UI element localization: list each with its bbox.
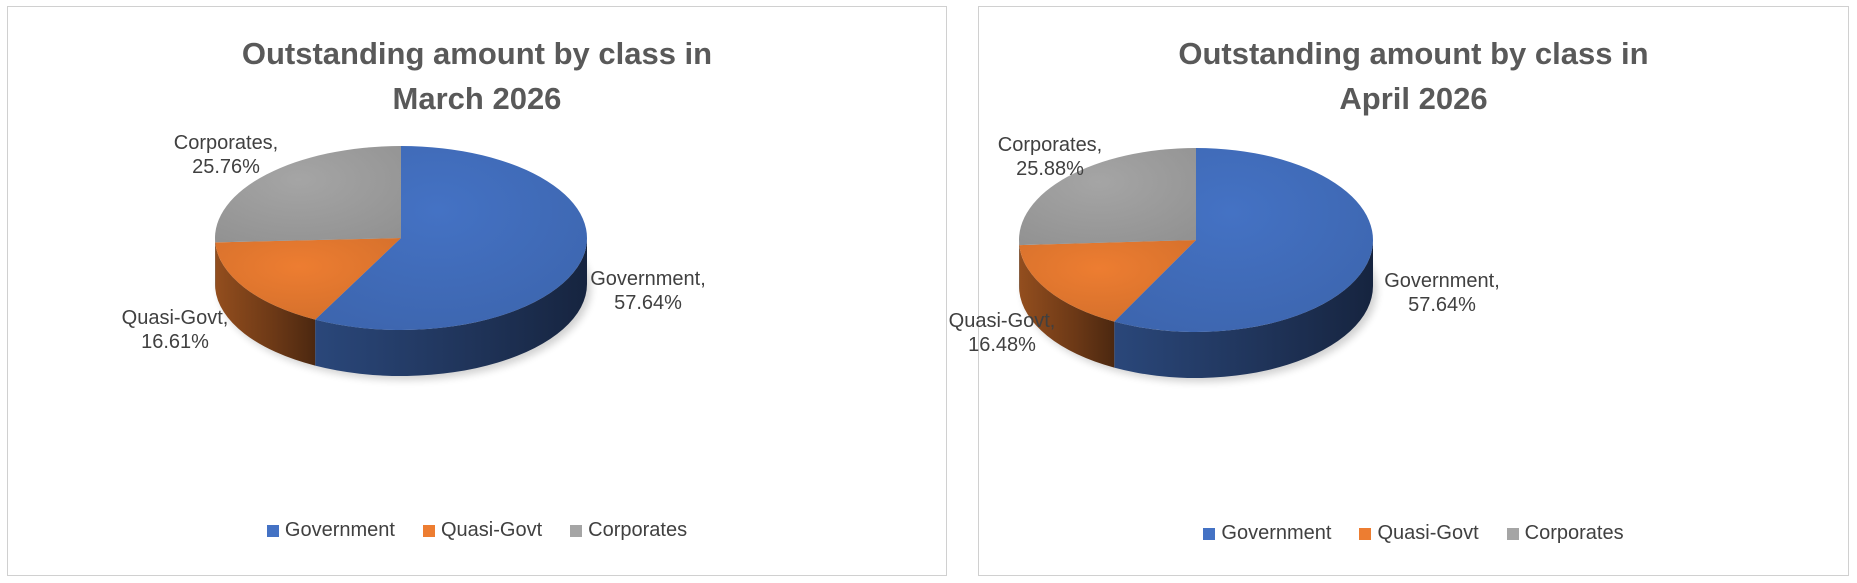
pie-slice-corporates: [214, 146, 401, 243]
data-label-corporates: Corporates, 25.88%: [998, 134, 1103, 180]
legend-swatch-quasi-govt: [422, 524, 435, 537]
legend-swatch-government: [266, 524, 279, 537]
data-label-government: Government, 57.64%: [1384, 270, 1500, 316]
pie-slice-quasi-govt: [215, 238, 401, 320]
legend-item-corporates: Corporates: [1506, 522, 1624, 545]
legend-item-corporates: Corporates: [570, 519, 687, 542]
legend-swatch-corporates: [570, 524, 583, 537]
data-label-corporates: Corporates, 25.76%: [174, 132, 279, 178]
chart-panel-march: Outstanding amount by class in March 202…: [7, 6, 947, 576]
legend-swatch-quasi-govt: [1359, 527, 1372, 540]
legend-label: Government: [1221, 522, 1332, 544]
legend-item-quasi-govt: Quasi-Govt: [1359, 522, 1479, 545]
legend-label: Quasi-Govt: [1377, 522, 1479, 544]
legend-label: Quasi-Govt: [440, 519, 543, 541]
chart-panel-april: Outstanding amount by class in April 202…: [949, 6, 1849, 576]
pie-slice-quasi-govt: [1019, 240, 1196, 322]
data-label-quasi-govt: Quasi-Govt, 16.61%: [122, 307, 229, 353]
data-label-value: 57.64%: [614, 292, 682, 314]
legend-item-government: Government: [1203, 522, 1331, 545]
chart-title-line-1: Outstanding amount by class in: [1178, 36, 1649, 71]
data-label-value: 25.76%: [192, 156, 260, 178]
chart-title-line-1: Outstanding amount by class in: [241, 36, 713, 71]
pie-slice-government: [315, 146, 587, 331]
legend-label: Government: [284, 519, 395, 541]
data-label-name: Corporates,: [174, 132, 279, 154]
data-label-government: Government, 57.64%: [590, 268, 706, 314]
data-label-value: 25.88%: [1016, 158, 1084, 180]
pie-side-quasi-govt: [1019, 245, 1115, 368]
pie-side-quasi-govt: [215, 242, 316, 366]
pie-side-government: [315, 238, 587, 376]
data-label-name: Government,: [590, 268, 706, 290]
pie-side-government: [1114, 240, 1373, 379]
pie-slice-government: [1114, 148, 1374, 332]
legend: Government Quasi-Govt Corporates: [979, 522, 1848, 545]
data-label-value: 16.61%: [141, 331, 209, 353]
pie-slice-corporates: [1019, 148, 1196, 246]
legend: Government Quasi-Govt Corporates: [8, 519, 946, 542]
data-label-name: Corporates,: [998, 134, 1103, 156]
legend-label: Corporates: [588, 519, 688, 541]
chart-title-line-2: March 2026: [392, 81, 562, 116]
data-label-name: Government,: [1384, 270, 1500, 292]
data-label-value: 16.48%: [968, 334, 1036, 356]
legend-item-quasi-govt: Quasi-Govt: [422, 519, 543, 542]
legend-swatch-corporates: [1506, 527, 1519, 540]
data-label-quasi-govt: Quasi-Govt, 16.48%: [949, 310, 1056, 356]
legend-label: Corporates: [1524, 522, 1624, 544]
data-label-name: Quasi-Govt,: [949, 310, 1056, 332]
pie-chart: Government, 57.64% Quasi-Govt, 16.48% Corpor…: [949, 134, 1500, 382]
chart-title: Outstanding amount by class in April 202…: [979, 31, 1848, 121]
legend-item-government: Government: [266, 519, 395, 542]
pie-chart: Government, 57.64% Quasi-Govt, 16.61% Corpor…: [122, 132, 706, 380]
data-label-name: Quasi-Govt,: [122, 307, 229, 329]
chart-title: Outstanding amount by class in March 202…: [8, 31, 946, 121]
data-label-value: 57.64%: [1408, 294, 1476, 316]
legend-swatch-government: [1203, 527, 1216, 540]
chart-title-line-2: April 2026: [1339, 81, 1488, 116]
